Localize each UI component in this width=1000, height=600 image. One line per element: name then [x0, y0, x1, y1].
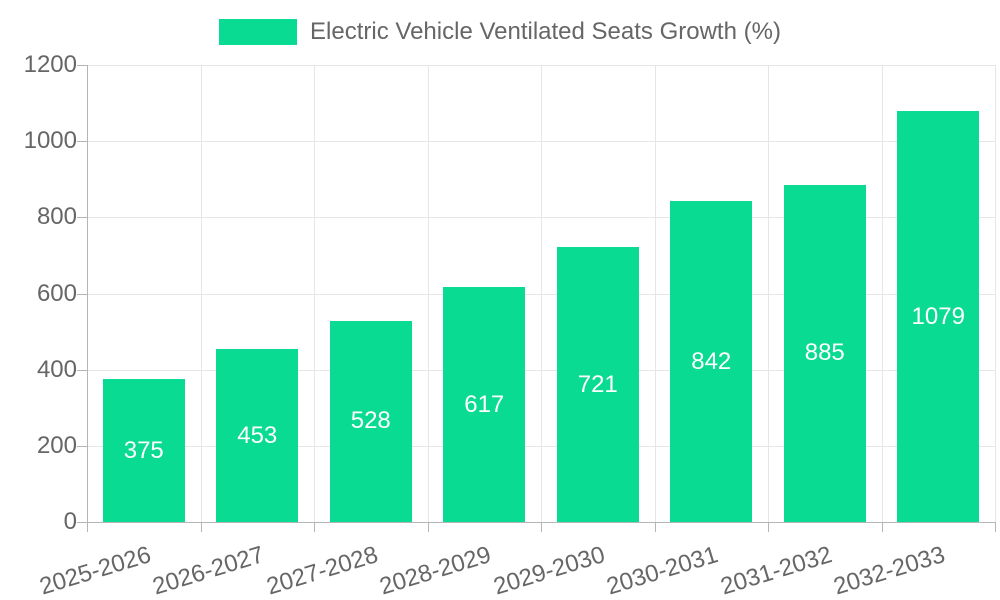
x-gridline [427, 65, 429, 522]
y-axis-tick [77, 65, 87, 66]
x-axis-tick [200, 522, 202, 532]
bar-value-label: 721 [577, 370, 618, 398]
x-axis-tick [87, 522, 88, 532]
x-axis-label: 2030-2031 [603, 541, 722, 600]
x-axis-tick [314, 522, 315, 532]
bar[interactable] [897, 111, 980, 522]
x-axis-tick [654, 522, 656, 532]
x-gridline [995, 65, 996, 522]
bar[interactable] [556, 247, 639, 522]
bar-value-label: 885 [804, 339, 845, 367]
y-axis-label: 1000 [23, 127, 77, 155]
x-gridline [768, 65, 769, 522]
y-axis-label: 200 [36, 431, 77, 459]
bar-value-label: 842 [691, 347, 732, 375]
legend-label: Electric Vehicle Ventilated Seats Growth… [310, 18, 781, 45]
y-axis-label: 1200 [23, 51, 77, 78]
x-axis-tick [881, 522, 883, 532]
y-axis-tick [77, 522, 87, 523]
bar-value-label: 617 [464, 390, 505, 418]
x-axis-tick [995, 522, 996, 532]
y-axis-tick [77, 369, 87, 371]
x-gridline [200, 65, 202, 522]
y-axis-label: 400 [36, 355, 77, 383]
x-gridline [881, 65, 883, 522]
legend-swatch [219, 19, 298, 45]
x-axis-label: 2029-2030 [490, 541, 609, 600]
y-axis-label: 600 [36, 279, 77, 307]
y-axis-label: 800 [36, 203, 77, 231]
y-axis-tick [77, 445, 87, 447]
y-axis-label: 0 [63, 508, 77, 535]
x-axis-tick [541, 522, 542, 532]
y-axis-tick [77, 141, 87, 143]
x-axis-label: 2027-2028 [263, 541, 382, 600]
x-axis-label: 2031-2032 [717, 541, 836, 600]
bar[interactable] [783, 184, 866, 522]
x-axis-label: 2026-2027 [149, 541, 268, 600]
bar-value-label: 1079 [911, 302, 965, 330]
x-axis-label: 2028-2029 [376, 541, 495, 600]
y-axis-tick [77, 217, 87, 219]
bar[interactable] [102, 379, 185, 522]
x-gridline [541, 65, 542, 522]
legend-item[interactable]: Electric Vehicle Ventilated Seats Growth… [0, 18, 1000, 46]
y-axis-tick [77, 293, 87, 295]
bar[interactable] [329, 320, 412, 522]
x-axis-label: 2032-2033 [830, 541, 949, 600]
bar[interactable] [443, 287, 526, 522]
x-axis-line [87, 522, 995, 523]
x-axis-label: 2025-2026 [36, 541, 155, 600]
y-axis-line [87, 65, 88, 522]
bar-value-label: 528 [350, 407, 391, 435]
x-gridline [654, 65, 656, 522]
x-axis-tick [427, 522, 429, 532]
bar[interactable] [216, 349, 299, 522]
bar[interactable] [670, 201, 753, 522]
x-gridline [314, 65, 315, 522]
x-axis-tick [768, 522, 769, 532]
bar-value-label: 453 [237, 421, 278, 449]
bar-value-label: 375 [123, 436, 164, 464]
